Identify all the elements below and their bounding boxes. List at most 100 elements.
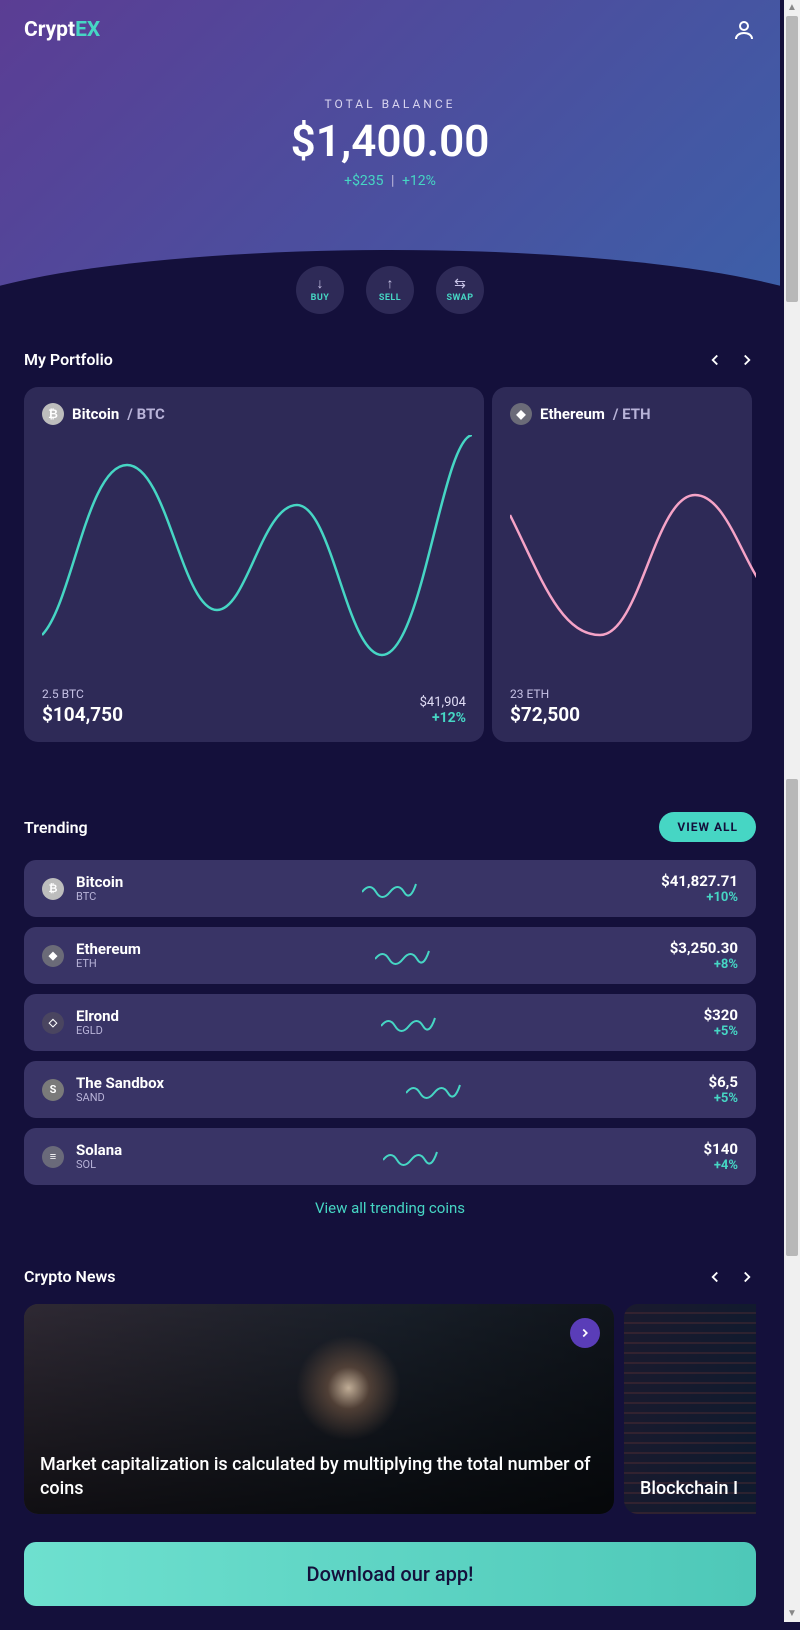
holding-usd: $72,500 [510,703,580,726]
coin-price: $140 [704,1140,738,1158]
scrollbar-thumb[interactable] [786,16,798,302]
brand-part2: EX [75,18,100,42]
coin-ticker: BTC [76,890,123,903]
coin-icon: ₿ [42,403,64,425]
holding-qty: 2.5 BTC [42,687,123,701]
balance-block: TOTAL BALANCE $1,400.00 +$235 | +12% [24,97,756,189]
holding-qty: 23 ETH [510,687,580,701]
scrollbar[interactable]: ▲ ▼ [784,0,800,1622]
mini-sparkline [406,1079,466,1101]
coin-change: +10% [661,890,738,905]
news-row: Market capitalization is calculated by m… [24,1304,756,1514]
coin-change: +5% [708,1091,738,1106]
news-headline: Blockchain I [640,1477,756,1500]
coin-change: +8% [670,957,738,972]
sparkline-chart [42,435,466,679]
coin-price: $41,904 [420,695,466,710]
coin-ticker: ETH [76,957,141,970]
topbar: CryptEX [24,18,756,42]
view-all-link[interactable]: View all trending coins [24,1199,756,1217]
swap-button[interactable]: ⇆ SWAP [436,266,484,314]
trending-title: Trending [24,818,88,837]
mini-sparkline [375,945,435,967]
balance-delta-abs: +$235 [344,173,383,189]
scrollbar-thumb[interactable] [786,779,798,1256]
card-header: ₿ Bitcoin BTC [42,403,466,425]
news-card[interactable]: Market capitalization is calculated by m… [24,1304,614,1514]
trending-section: Trending VIEW ALL ₿ Bitcoin BTC $41,827.… [0,812,780,1217]
sell-label: SELL [379,293,401,303]
buy-button[interactable]: ↓ BUY [296,266,344,314]
sparkline-chart [510,435,734,679]
brand-logo[interactable]: CryptEX [24,18,100,42]
coin-price: $6,5 [708,1073,738,1091]
portfolio-card[interactable]: ◆ Ethereum ETH 23 ETH $72,500 [492,387,752,742]
scroll-down-icon[interactable]: ▼ [784,1606,800,1622]
holding-usd: $104,750 [42,703,123,726]
chevron-left-icon[interactable] [706,1268,724,1286]
portfolio-card[interactable]: ₿ Bitcoin BTC 2.5 BTC $104,750 $41,904+1… [24,387,484,742]
coin-price: $320 [704,1006,738,1024]
news-title: Crypto News [24,1267,115,1286]
coin-change: +5% [704,1024,738,1039]
chevron-right-icon[interactable] [738,351,756,369]
balance-value: $1,400.00 [24,115,756,167]
mini-sparkline [383,1146,443,1168]
coin-name: Bitcoin [72,405,119,423]
coin-name: Solana [76,1142,122,1159]
separator: | [391,173,394,189]
coin-icon: ₿ [42,878,64,900]
chevron-left-icon[interactable] [706,351,724,369]
swap-icon: ⇆ [454,277,466,291]
arrow-up-icon: ↑ [387,277,394,291]
portfolio-title: My Portfolio [24,350,113,369]
coin-name: Elrond [76,1008,119,1025]
portfolio-section: My Portfolio ₿ Bitcoin BTC 2.5 BTC $ [0,350,780,742]
mini-sparkline [362,878,422,900]
brand-part1: Crypt [24,18,75,42]
coin-name: Ethereum [540,405,605,423]
coin-change: +4% [704,1158,738,1173]
trending-row[interactable]: ◆ Ethereum ETH $3,250.30 +8% [24,927,756,984]
coin-ticker: SOL [76,1158,122,1171]
news-card[interactable]: Blockchain I [624,1304,756,1514]
download-app-button[interactable]: Download our app! [24,1542,756,1606]
balance-delta: +$235 | +12% [24,173,756,189]
coin-ticker: SAND [76,1091,164,1104]
trending-row[interactable]: ₿ Bitcoin BTC $41,827.71 +10% [24,860,756,917]
coin-icon: ◆ [510,403,532,425]
coin-ticker: EGLD [76,1024,119,1037]
coin-name: The Sandbox [76,1075,164,1092]
coin-icon: ◇ [42,1012,64,1034]
coin-icon: ≡ [42,1146,64,1168]
arrow-down-icon: ↓ [317,277,324,291]
coin-name: Bitcoin [76,874,123,891]
balance-delta-pct: +12% [402,173,436,189]
chevron-right-icon[interactable] [738,1268,756,1286]
coin-price: $41,827.71 [661,872,738,890]
balance-label: TOTAL BALANCE [24,97,756,111]
portfolio-nav [706,351,756,369]
buy-label: BUY [311,293,330,303]
card-footer: 2.5 BTC $104,750 $41,904+12% [42,687,466,726]
chevron-right-icon [578,1326,592,1340]
action-buttons: ↓ BUY ↑ SELL ⇆ SWAP [296,266,484,314]
scroll-up-icon[interactable]: ▲ [784,0,800,16]
coin-name: Ethereum [76,941,141,958]
coin-ticker: ETH [613,405,651,423]
news-headline: Market capitalization is calculated by m… [40,1453,598,1500]
sell-button[interactable]: ↑ SELL [366,266,414,314]
card-footer: 23 ETH $72,500 [510,687,734,726]
coin-price: $3,250.30 [670,939,738,957]
trending-row[interactable]: ◇ Elrond EGLD $320 +5% [24,994,756,1051]
news-next-button[interactable] [570,1318,600,1348]
mini-sparkline [381,1012,441,1034]
coin-icon: ◆ [42,945,64,967]
trending-row[interactable]: S The Sandbox SAND $6,5 +5% [24,1061,756,1118]
coin-change: +12% [420,710,466,726]
card-header: ◆ Ethereum ETH [510,403,734,425]
trending-row[interactable]: ≡ Solana SOL $140 +4% [24,1128,756,1185]
profile-icon[interactable] [732,18,756,42]
view-all-button[interactable]: VIEW ALL [659,812,756,842]
news-nav [706,1268,756,1286]
